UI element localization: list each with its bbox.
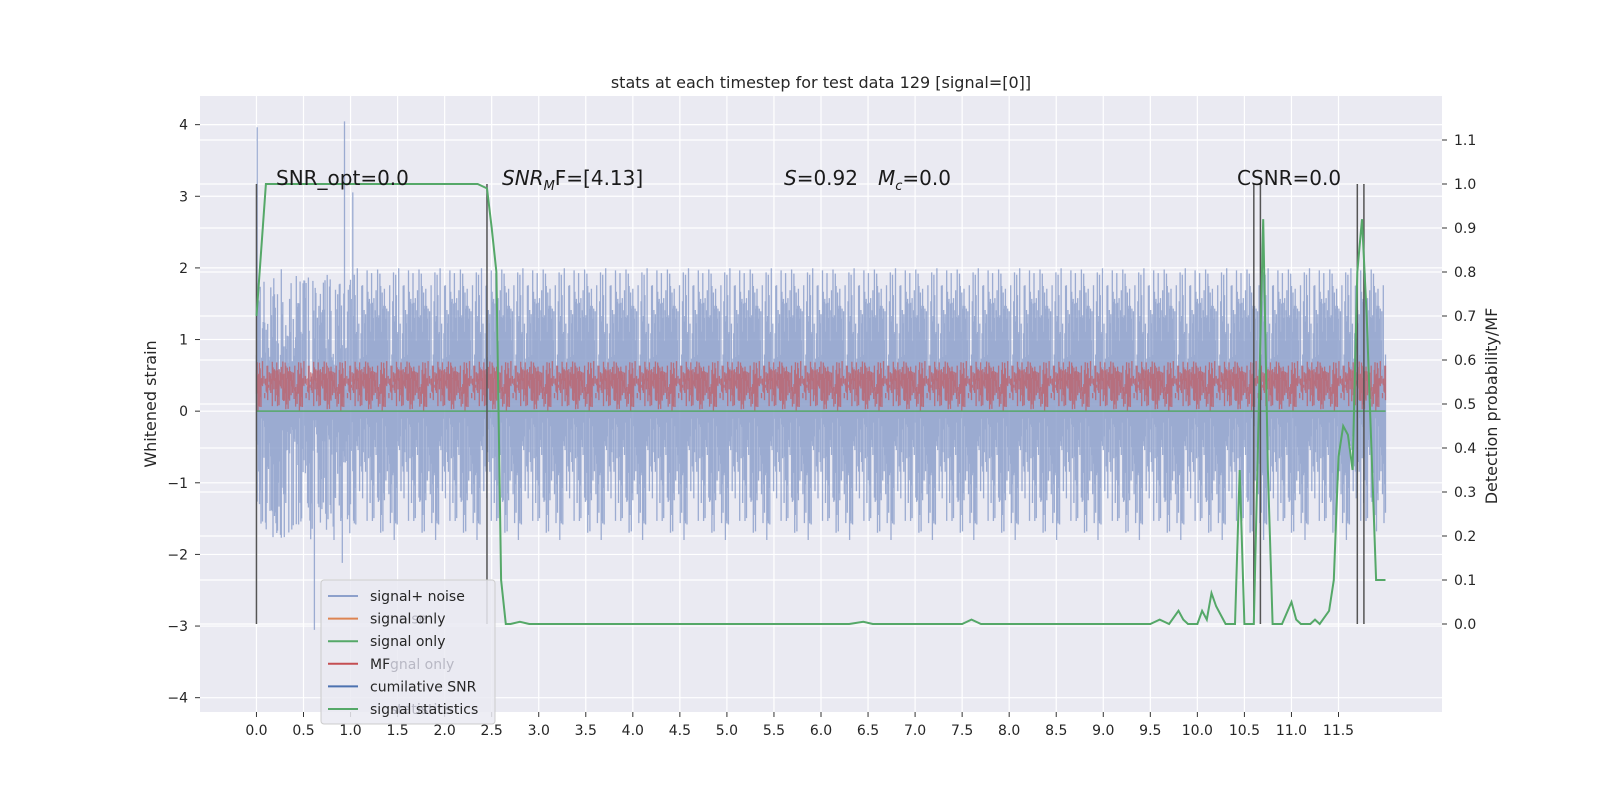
x-tick-label: 8.5 <box>1045 723 1067 739</box>
snr-opt-annotation: SNR_opt=0.0 <box>276 166 409 190</box>
legend-label: cumilative SNR <box>370 679 477 695</box>
mc-rest: =0.0 <box>902 166 951 190</box>
x-tick-label: 4.0 <box>622 723 644 739</box>
data-series <box>255 121 1387 630</box>
s-annotation: S=0.92 <box>784 166 858 190</box>
y-tick-label-right: 1.1 <box>1454 133 1476 149</box>
legend-ghost-text: gnal only <box>390 657 454 673</box>
y-tick-label-right: 0.8 <box>1454 265 1476 281</box>
legend-label: signal+ noise <box>370 589 465 605</box>
x-tick-label: 4.5 <box>669 723 691 739</box>
axis-ticks: 0.0 0.5 1.0 1.5 2.0 2.5 3.0 3.5 4.0 4.5 5.0 5.5 6.0 6… <box>167 118 1476 739</box>
x-tick-label: 9.5 <box>1139 723 1161 739</box>
y-tick-label-left: 0 <box>179 404 188 420</box>
y-tick-label-left: 2 <box>179 261 188 277</box>
x-tick-label: 6.0 <box>810 723 832 739</box>
x-tick-label: 8.0 <box>998 723 1020 739</box>
legend-box <box>320 579 496 725</box>
snr-mf-main: SNR <box>502 166 544 190</box>
snr-mf-sub: M <box>544 179 555 194</box>
x-tick-label: 7.0 <box>904 723 926 739</box>
x-tick-label: 3.0 <box>528 723 550 739</box>
x-tick-label: 5.0 <box>716 723 738 739</box>
x-tick-label: 10.5 <box>1229 723 1260 739</box>
s-main: S <box>784 166 797 190</box>
mc-sub: c <box>895 179 902 194</box>
y-axis-label-right: Detection probability/MF <box>1482 308 1501 505</box>
x-tick-label: 11.5 <box>1323 723 1354 739</box>
legend-label: signal statistics <box>370 702 478 718</box>
snr-mf-rest: F=[4.13] <box>555 166 643 190</box>
x-tick-label: 7.5 <box>951 723 973 739</box>
y-tick-label-left: −4 <box>167 691 188 707</box>
legend-label: signal only <box>370 612 445 628</box>
snr-mf-annotation: SNRMF=[4.13] <box>502 166 643 194</box>
series-signal-statistics <box>255 183 1386 626</box>
y-tick-label-left: −2 <box>167 547 188 563</box>
x-tick-label: 0.5 <box>292 723 314 739</box>
legend-ghost-text: statistics <box>390 702 452 718</box>
chart-title: stats at each timestep for test data 129… <box>611 73 1031 92</box>
x-tick-label: 2.0 <box>434 723 456 739</box>
y-tick-label-right: 1.0 <box>1454 177 1476 193</box>
y-tick-label-left: −1 <box>167 476 188 492</box>
mc-annotation: Mc=0.0 <box>878 166 951 194</box>
y-tick-label-right: 0.5 <box>1454 397 1476 413</box>
y-tick-label-right: 0.3 <box>1454 485 1476 501</box>
y-axis-label-left: Whitened strain <box>141 340 160 467</box>
y-tick-label-right: 0.4 <box>1454 441 1476 457</box>
legend-ghost-text: noise <box>390 612 427 628</box>
y-tick-label-right: 0.7 <box>1454 309 1476 325</box>
mc-main: M <box>878 166 895 190</box>
x-tick-label: 10.0 <box>1182 723 1213 739</box>
x-tick-label: 9.0 <box>1092 723 1114 739</box>
x-tick-label: 1.0 <box>339 723 361 739</box>
y-tick-label-right: 0.6 <box>1454 353 1476 369</box>
x-tick-label: 2.5 <box>481 723 503 739</box>
x-tick-label: 5.5 <box>763 723 785 739</box>
x-tick-label: 11.0 <box>1276 723 1307 739</box>
s-rest: =0.92 <box>797 166 858 190</box>
legend-label: MF <box>370 657 390 673</box>
x-tick-label: 3.5 <box>575 723 597 739</box>
y-tick-label-left: −3 <box>167 619 188 635</box>
x-tick-label: 6.5 <box>857 723 879 739</box>
y-tick-label-right: 0.1 <box>1454 573 1476 589</box>
y-tick-label-left: 1 <box>179 333 188 349</box>
y-tick-label-right: 0.0 <box>1454 617 1476 633</box>
y-tick-label-right: 0.2 <box>1454 529 1476 545</box>
y-tick-label-right: 0.9 <box>1454 221 1476 237</box>
y-tick-label-left: 4 <box>179 118 188 134</box>
x-tick-label: 0.0 <box>245 723 267 739</box>
csnr-annotation: CSNR=0.0 <box>1237 166 1341 190</box>
legend-label: signal only <box>370 634 445 650</box>
x-tick-label: 1.5 <box>386 723 408 739</box>
y-tick-label-left: 3 <box>179 189 188 205</box>
